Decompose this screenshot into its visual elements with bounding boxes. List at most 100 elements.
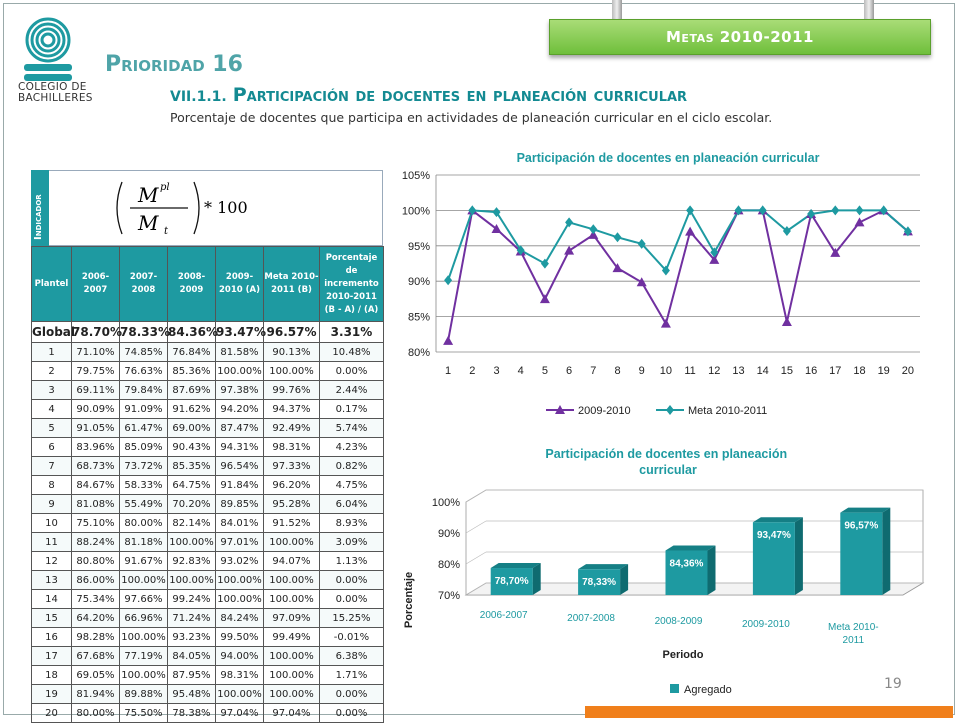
table-cell: 75.34% (71, 589, 120, 609)
table-row: 5 91.05% 61.47% 69.00% 87.47% 92.49% 5.74% (31, 418, 384, 438)
line-point (781, 316, 792, 326)
table-cell: 87.47% (215, 418, 264, 438)
table-cell: 94.20% (215, 399, 264, 419)
bar-chart-ylabel: Porcentaje (403, 572, 415, 628)
table-cell: 84.36% (167, 321, 218, 343)
table-cell: 100.00% (215, 570, 264, 590)
table-header-row: Plantel 2006-2007 2007-2008 2008-2009 20… (31, 246, 384, 322)
table-cell: 0.00% (319, 361, 384, 381)
table-cell: 94.37% (263, 399, 320, 419)
table-cell: 8 (31, 475, 72, 495)
table-cell: 100.00% (167, 570, 216, 590)
table-cell: 61.47% (119, 418, 168, 438)
table-row: 10 75.10% 80.00% 82.14% 84.01% 91.52% 8.93% (31, 513, 384, 533)
table-cell: 97.38% (215, 380, 264, 400)
table-row-global: Global 78.70% 78.33% 84.36% 93.47% 96.57… (31, 321, 384, 343)
line-point (830, 247, 841, 257)
line-x-tick: 5 (542, 365, 548, 377)
table-cell: 78.33% (119, 321, 170, 343)
line-point (612, 263, 623, 273)
logo-text: COLEGIO DE BACHILLERES (18, 82, 93, 104)
table-cell: 100.00% (263, 646, 320, 666)
line-point (588, 229, 599, 239)
table-cell: 3.09% (319, 532, 384, 552)
header-2007: 2007-2008 (119, 246, 168, 322)
line-point (492, 207, 501, 218)
bar-top (752, 517, 803, 523)
header-increment: Porcentaje de incremento 2010-2011 (B - … (319, 246, 384, 322)
logo-line-1: COLEGIO DE (18, 81, 87, 93)
bar-category-label: 2006-2007 (480, 610, 528, 621)
bar-side (532, 563, 541, 595)
line-point (758, 205, 767, 216)
table-cell: 5.74% (319, 418, 384, 438)
table-cell: 66.96% (119, 608, 168, 628)
line-point (565, 217, 574, 228)
bar-gridline (465, 520, 487, 534)
table-row: 18 69.05% 100.00% 87.95% 98.31% 100.00% 1.71% (31, 665, 384, 685)
bar-top (490, 563, 541, 569)
table-cell: 100.00% (263, 665, 320, 685)
line-point (879, 205, 888, 216)
table-cell: 6.38% (319, 646, 384, 666)
bar-side (794, 517, 803, 595)
bottom-accent-bar (585, 706, 953, 718)
table-cell: 13 (31, 570, 72, 590)
logo-line-2: BACHILLERES (18, 92, 93, 104)
table-cell: 75.10% (71, 513, 120, 533)
line-legend-marker (666, 405, 674, 415)
bar-y-tick: 70% (438, 590, 460, 602)
table-cell: 14 (31, 589, 72, 609)
table-cell: 100.00% (263, 589, 320, 609)
table-cell: 10.48% (319, 342, 384, 362)
line-point (710, 247, 719, 258)
bar-chart: Participación de docentes en planeación … (398, 440, 938, 705)
line-point (637, 238, 646, 249)
indicator-label: Indicador (33, 194, 44, 240)
bar (490, 568, 533, 595)
table-cell: 88.24% (71, 532, 120, 552)
section-heading: VII.1.1. Participación de docentes en pla… (170, 84, 687, 106)
table-cell: 10 (31, 513, 72, 533)
line-point (685, 226, 696, 236)
table-cell: 90.13% (263, 342, 320, 362)
table-cell: 79.75% (71, 361, 120, 381)
table-cell: 9 (31, 494, 72, 514)
table-cell: 71.10% (71, 342, 120, 362)
table-cell: 0.00% (319, 684, 384, 704)
line-point (709, 254, 720, 264)
table-row: 19 81.94% 89.88% 95.48% 100.00% 100.00% 0.00% (31, 684, 384, 704)
line-point (444, 275, 453, 286)
metas-badge: Metas 2010-2011 (549, 19, 931, 55)
table-cell: 0.00% (319, 570, 384, 590)
table-cell: 87.95% (167, 665, 216, 685)
table-cell: 96.20% (263, 475, 320, 495)
line-point (539, 294, 550, 304)
table-cell: 100.00% (215, 361, 264, 381)
line-point (782, 226, 791, 237)
table-cell: 67.68% (71, 646, 120, 666)
table-cell: 99.76% (263, 380, 320, 400)
line-x-tick: 7 (590, 365, 596, 377)
line-series-1 (447, 208, 909, 341)
line-chart-title: Participación de docentes en planeación … (517, 151, 820, 165)
line-point (540, 258, 549, 269)
table-cell: 82.14% (167, 513, 216, 533)
bar-category-label-cont: 2011 (843, 635, 865, 646)
table-cell: 2.44% (319, 380, 384, 400)
bar (840, 512, 883, 595)
table-cell: 91.67% (119, 551, 168, 571)
table-cell: 95.28% (263, 494, 320, 514)
table-cell: 87.69% (167, 380, 216, 400)
line-point (589, 224, 598, 235)
table-cell: 94.07% (263, 551, 320, 571)
table-cell: 55.49% (119, 494, 168, 514)
table-cell: 58.33% (119, 475, 168, 495)
slide-frame (3, 3, 955, 715)
formula-denominator-sub: t (164, 226, 169, 237)
section-subtitle: Porcentaje de docentes que participa en … (170, 110, 773, 125)
table-cell: 100.00% (215, 589, 264, 609)
line-point (613, 232, 622, 243)
table-cell: 93.02% (215, 551, 264, 571)
table-cell: 64.75% (167, 475, 216, 495)
